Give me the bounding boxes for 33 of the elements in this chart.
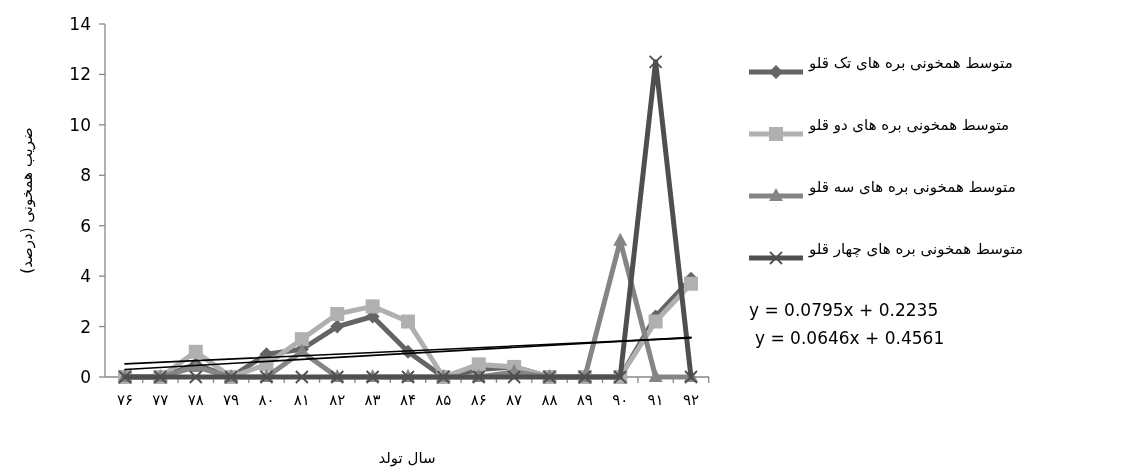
y-tick-label: 0	[80, 366, 91, 387]
legend-label: متوسط همخونی بره های چهار قلو	[808, 240, 1024, 258]
y-tick-label: 6	[80, 215, 91, 236]
legend-label: متوسط همخونی بره های تک قلو	[808, 54, 1013, 72]
y-axis-title: ضریب همخونی (درصد)	[18, 127, 36, 274]
x-tick-label: ۸۹	[576, 391, 593, 409]
x-tick-label: ۷۶	[116, 391, 134, 409]
x-tick-label: ۸۵	[435, 391, 452, 409]
x-tick-label: ۸۷	[506, 391, 523, 409]
x-tick-label: ۸۴	[399, 391, 417, 409]
x-tick-label: ۷۷	[152, 391, 169, 409]
y-tick-label: 10	[69, 114, 91, 135]
x-tick-label: ۹۲	[682, 391, 700, 409]
y-tick-label: 14	[69, 13, 91, 34]
x-tick-label: ۷۹	[223, 391, 240, 409]
x-tick-label: ۸۳	[364, 391, 381, 409]
x-tick-label: ۸۲	[329, 391, 346, 409]
x-tick-label: ۸۰	[258, 391, 275, 409]
x-tick-label: ۹۱	[647, 391, 664, 409]
y-tick-label: 4	[80, 266, 91, 287]
x-tick-label: ۸۸	[541, 391, 558, 409]
legend-label: متوسط همخونی بره های دو قلو	[808, 116, 1009, 134]
text: y = 0.0646x + 0.4561	[755, 328, 945, 348]
x-tick-label: ۸۶	[470, 391, 487, 409]
x-tick-label: ۸۱	[293, 391, 310, 409]
x-axis-title: سال تولد	[378, 449, 436, 467]
y-tick-label: 12	[69, 64, 91, 85]
legend-label: متوسط همخونی بره های سه قلو	[808, 178, 1016, 196]
x-tick-label: ۷۸	[187, 391, 204, 409]
y-tick-label: 8	[80, 165, 91, 186]
text: y = 0.0795x + 0.2235	[749, 300, 939, 320]
y-tick-label: 2	[80, 316, 91, 337]
x-tick-label: ۹۰	[612, 391, 629, 409]
